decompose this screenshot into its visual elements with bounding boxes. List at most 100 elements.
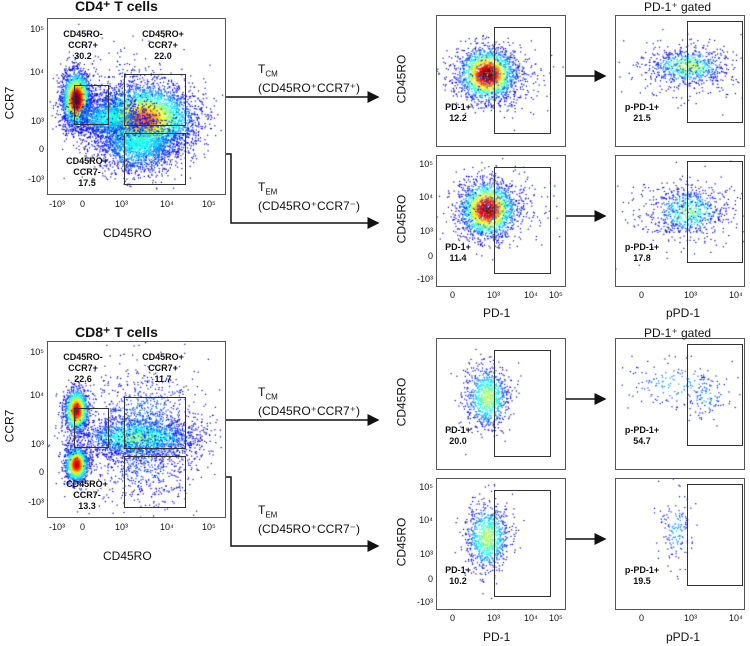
gate-label-line: CD45RO+: [66, 156, 108, 166]
gate-percentage: 54.7: [633, 436, 651, 446]
gate-ppd1-pos: [687, 344, 743, 446]
gate-label: p-PD-1+ 21.5: [607, 102, 677, 124]
y-tick-label: 10⁵: [30, 24, 44, 34]
x-axis-label: PD-1: [483, 630, 511, 644]
gate-label-line: CD45RO+: [142, 352, 184, 362]
gate-label-line: 22.6: [74, 374, 92, 384]
x-tick-label: 0: [450, 290, 456, 300]
population-title: CD4⁺ T cells: [75, 0, 158, 14]
x-tick-label: 10³: [115, 522, 129, 532]
gate-label: p-PD-1+ 54.7: [607, 425, 677, 447]
gate-ppd1-pos: [687, 21, 743, 123]
gate-label: p-PD-1+ 19.5: [607, 565, 677, 587]
path-phenotype: (CD45RO⁺CCR7⁺): [258, 81, 361, 96]
gate-percentage: 12.2: [449, 113, 467, 123]
gate-label-line: CD45RO+: [142, 29, 184, 39]
x-tick-label: 10³: [487, 290, 501, 300]
gate-name: PD-1+: [445, 425, 471, 435]
y-tick-label: 0: [427, 251, 433, 261]
y-tick-label: 0: [38, 144, 44, 154]
gate-label-line: CD45RO-: [63, 352, 103, 362]
ccr7-vs-cd45ro-plot: [47, 341, 226, 518]
x-tick-label: 10⁴: [729, 613, 743, 623]
y-tick-label: 10³: [30, 439, 44, 449]
gate-name: p-PD-1+: [624, 242, 660, 252]
x-axis-label: pPD-1: [666, 630, 701, 644]
path-phenotype: (CD45RO⁺CCR7⁺): [258, 404, 361, 419]
y-tick-label: 10³: [30, 116, 44, 126]
y-tick-label: 10⁵: [419, 482, 433, 492]
y-axis-label: CD45RO: [394, 517, 409, 567]
x-tick-label: -10³: [49, 199, 66, 209]
x-tick-label: 10⁴: [160, 199, 174, 209]
gate-percentage: 17.8: [633, 253, 651, 263]
cd45ro-vs-pd1-plot: PD-1+ 11.4: [436, 155, 566, 287]
gate-percentage: 10.2: [449, 576, 467, 586]
gate-pd1-pos: [494, 27, 551, 134]
y-tick-label: 10⁴: [419, 192, 433, 202]
gate-label-line: 30.2: [74, 51, 92, 61]
density-scatter: [616, 156, 744, 286]
gate-label: CD45RO- CCR7+ 30.2: [48, 29, 118, 62]
y-axis-label: CD45RO: [394, 377, 409, 427]
gate-name: PD-1+: [445, 102, 471, 112]
density-scatter: [437, 16, 565, 146]
path-label-tem: TEM (CD45RO⁺CCR7⁻): [258, 180, 360, 214]
y-tick-label: 10⁵: [30, 347, 44, 357]
x-tick-label: 10⁵: [202, 522, 216, 532]
gate-label-line: CCR7+: [148, 363, 178, 373]
path-subscript: EM: [265, 187, 278, 197]
gate-label-line: CCR7-: [73, 167, 101, 177]
gate-percentage: 20.0: [449, 436, 467, 446]
gate-pd1-pos: [494, 350, 551, 457]
x-axis-label: CD45RO: [103, 226, 152, 240]
density-scatter: [437, 479, 565, 609]
x-tick-label: 10⁵: [549, 613, 563, 623]
x-tick-label: 10³: [115, 199, 129, 209]
gate-cd45ro-pos-ccr7-neg: [124, 456, 186, 508]
cd45ro-vs-pd1-plot: PD-1+ 12.2: [436, 15, 566, 147]
y-tick-label: -10³: [27, 497, 44, 507]
x-tick-label: 10⁴: [729, 290, 743, 300]
gate-pd1-pos: [494, 167, 551, 274]
gate-label-line: CCR7-: [73, 490, 101, 500]
gate-pd1-pos: [494, 490, 551, 597]
gate-name: p-PD-1+: [624, 565, 660, 575]
x-tick-label: 0: [450, 613, 456, 623]
y-tick-label: 0: [427, 574, 433, 584]
x-tick-label: 0: [639, 613, 645, 623]
path-cell-type: T: [258, 503, 266, 517]
x-tick-label: 10³: [684, 290, 698, 300]
gate-label: PD-1+ 10.2: [423, 565, 493, 587]
y-tick-label: -10³: [416, 274, 433, 284]
x-tick-label: 10⁵: [549, 290, 563, 300]
path-subscript: CM: [265, 392, 278, 402]
path-label-tcm: TCM (CD45RO⁺CCR7⁺): [258, 62, 360, 96]
y-tick-label: 10³: [419, 226, 433, 236]
column-title: PD-1⁺ gated: [644, 0, 712, 14]
path-label-tem: TEM (CD45RO⁺CCR7⁻): [258, 503, 360, 537]
x-tick-label: 10⁵: [202, 199, 216, 209]
x-tick-label: 10³: [684, 613, 698, 623]
x-axis-label: PD-1: [483, 306, 511, 320]
gate-name: p-PD-1+: [624, 102, 660, 112]
path-phenotype: (CD45RO⁺CCR7⁻): [258, 522, 361, 537]
gate-label-line: 13.3: [78, 501, 96, 511]
gate-cd45ro-pos-ccr7-pos: [124, 397, 186, 449]
y-axis-label: CCR7: [2, 86, 17, 120]
density-scatter: [437, 156, 565, 286]
y-tick-label: 10⁴: [30, 67, 44, 77]
gate-label: CD45RO+ CCR7- 17.5: [52, 156, 122, 189]
section-cd4: CD4⁺ T cells CD45RO- CCR7+ 30.2 CD45RO+ CCR7…: [2, 0, 745, 320]
y-tick-label: 10⁴: [30, 390, 44, 400]
density-scatter: [616, 479, 744, 609]
cd45ro-vs-pd1-plot: PD-1+ 20.0: [436, 338, 566, 470]
gate-label: PD-1+ 12.2: [423, 102, 493, 124]
x-tick-label: 0: [80, 522, 86, 532]
path-subscript: CM: [265, 69, 278, 79]
gate-label-line: 22.0: [154, 51, 172, 61]
gate-label-line: CD45RO+: [66, 479, 108, 489]
y-tick-label: -10³: [416, 597, 433, 607]
gate-ppd1-pos: [687, 161, 743, 263]
x-tick-label: -10³: [49, 522, 66, 532]
